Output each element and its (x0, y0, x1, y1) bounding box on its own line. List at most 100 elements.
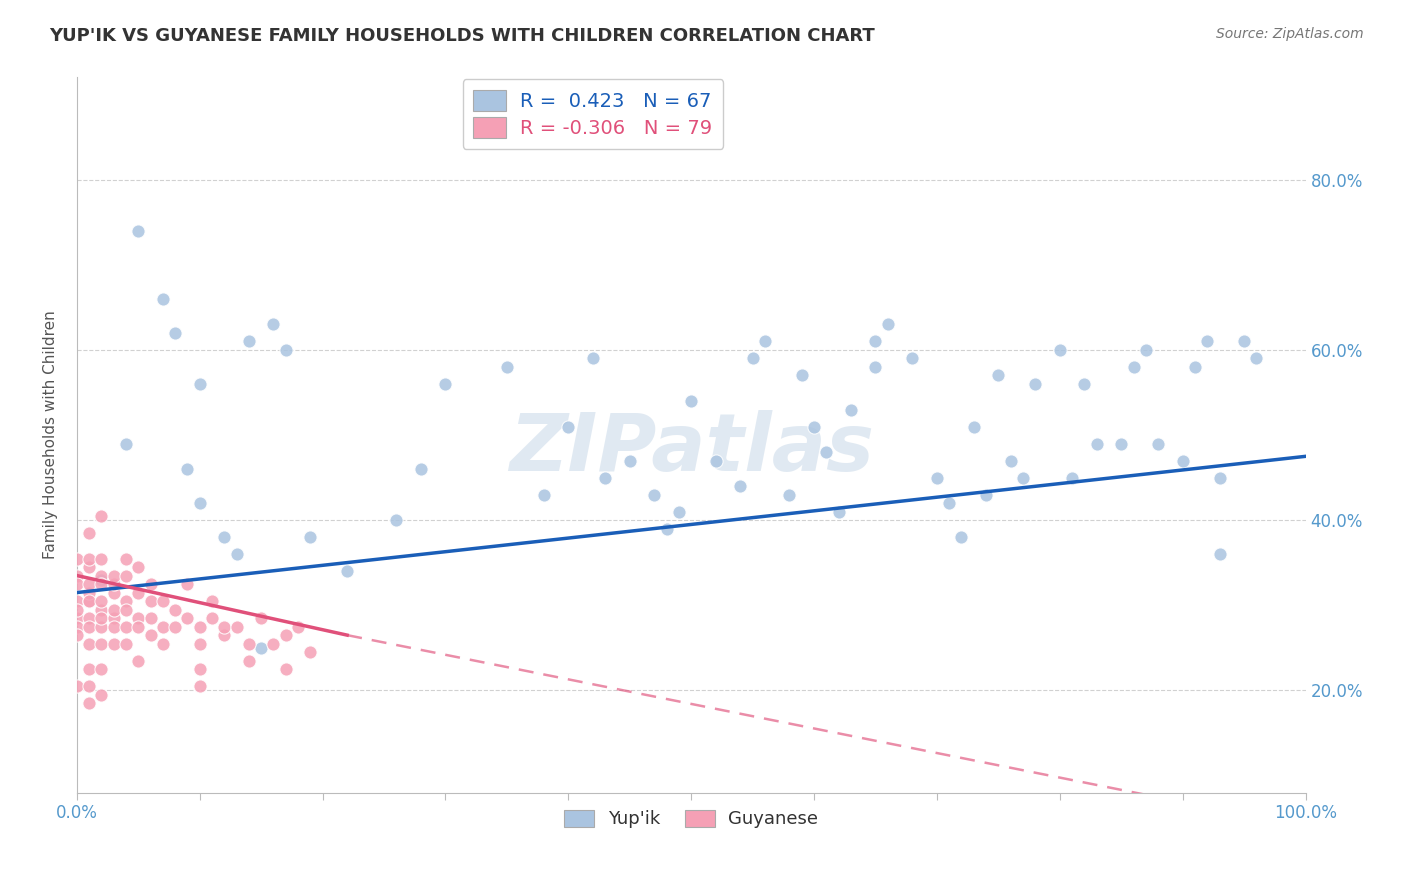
Point (103, 602, 125, 616)
Point (103, 568, 125, 582)
Point (77, 551, 100, 566)
Point (865, 334, 887, 349)
Point (250, 611, 273, 625)
Point (274, 343, 297, 357)
Point (103, 619, 125, 633)
Point (1197, 334, 1219, 349)
Point (103, 577, 125, 591)
Point (950, 530, 973, 544)
Point (77, 619, 100, 633)
Point (176, 577, 198, 591)
Point (90, 551, 112, 566)
Point (115, 551, 138, 566)
Point (1233, 334, 1256, 349)
Point (643, 488, 665, 502)
Point (201, 594, 224, 608)
Point (1135, 343, 1157, 357)
Point (176, 462, 198, 476)
Point (1184, 359, 1206, 374)
Point (730, 479, 752, 493)
Point (1073, 376, 1095, 391)
Point (299, 645, 322, 659)
Point (66, 611, 89, 625)
Point (152, 594, 174, 608)
Point (103, 637, 125, 651)
Point (1062, 470, 1084, 484)
Point (1085, 436, 1108, 450)
Point (176, 611, 198, 625)
Point (165, 619, 187, 633)
Point (66, 628, 89, 642)
Point (165, 326, 187, 340)
Point (90, 688, 112, 702)
Point (127, 611, 149, 625)
Legend: Yup'ik, Guyanese: Yup'ik, Guyanese (558, 803, 825, 834)
Point (66, 551, 89, 566)
Point (139, 594, 162, 608)
Point (127, 560, 149, 574)
Point (214, 530, 236, 544)
Point (533, 488, 555, 502)
Point (139, 577, 162, 591)
Point (66, 568, 89, 582)
Point (593, 470, 616, 484)
Point (1147, 436, 1170, 450)
Point (77, 696, 100, 710)
Point (90, 573, 112, 587)
Point (938, 496, 960, 510)
Point (262, 637, 284, 651)
Point (409, 462, 432, 476)
Point (66, 619, 89, 633)
Point (66, 594, 89, 608)
Point (250, 640, 273, 655)
Point (139, 611, 162, 625)
Point (127, 654, 149, 668)
Point (557, 419, 579, 434)
Point (90, 594, 112, 608)
Point (188, 637, 211, 651)
Point (779, 488, 801, 502)
Point (385, 513, 408, 527)
Point (1109, 436, 1132, 450)
Point (188, 376, 211, 391)
Point (77, 637, 100, 651)
Point (619, 453, 641, 467)
Point (152, 637, 174, 651)
Point (238, 637, 260, 651)
Point (225, 547, 247, 561)
Point (115, 594, 138, 608)
Point (299, 530, 322, 544)
Point (103, 611, 125, 625)
Point (77, 679, 100, 693)
Point (496, 359, 519, 374)
Point (77, 611, 100, 625)
Point (1171, 453, 1194, 467)
Point (77, 585, 100, 599)
Point (974, 488, 997, 502)
Point (668, 505, 690, 519)
Point (188, 679, 211, 693)
Point (225, 619, 247, 633)
Point (741, 351, 763, 366)
Point (987, 368, 1010, 383)
Point (90, 602, 112, 616)
Point (754, 334, 776, 349)
Point (1246, 351, 1268, 366)
Point (1012, 470, 1035, 484)
Point (165, 602, 187, 616)
Point (582, 351, 605, 366)
Point (127, 224, 149, 238)
Point (925, 470, 948, 484)
Point (90, 662, 112, 676)
Point (790, 368, 813, 383)
Point (115, 637, 138, 651)
Point (77, 594, 100, 608)
Point (115, 619, 138, 633)
Point (77, 594, 100, 608)
Point (1122, 359, 1144, 374)
Point (115, 602, 138, 616)
Point (1208, 470, 1230, 484)
Point (66, 577, 89, 591)
Point (803, 419, 825, 434)
Point (274, 628, 297, 642)
